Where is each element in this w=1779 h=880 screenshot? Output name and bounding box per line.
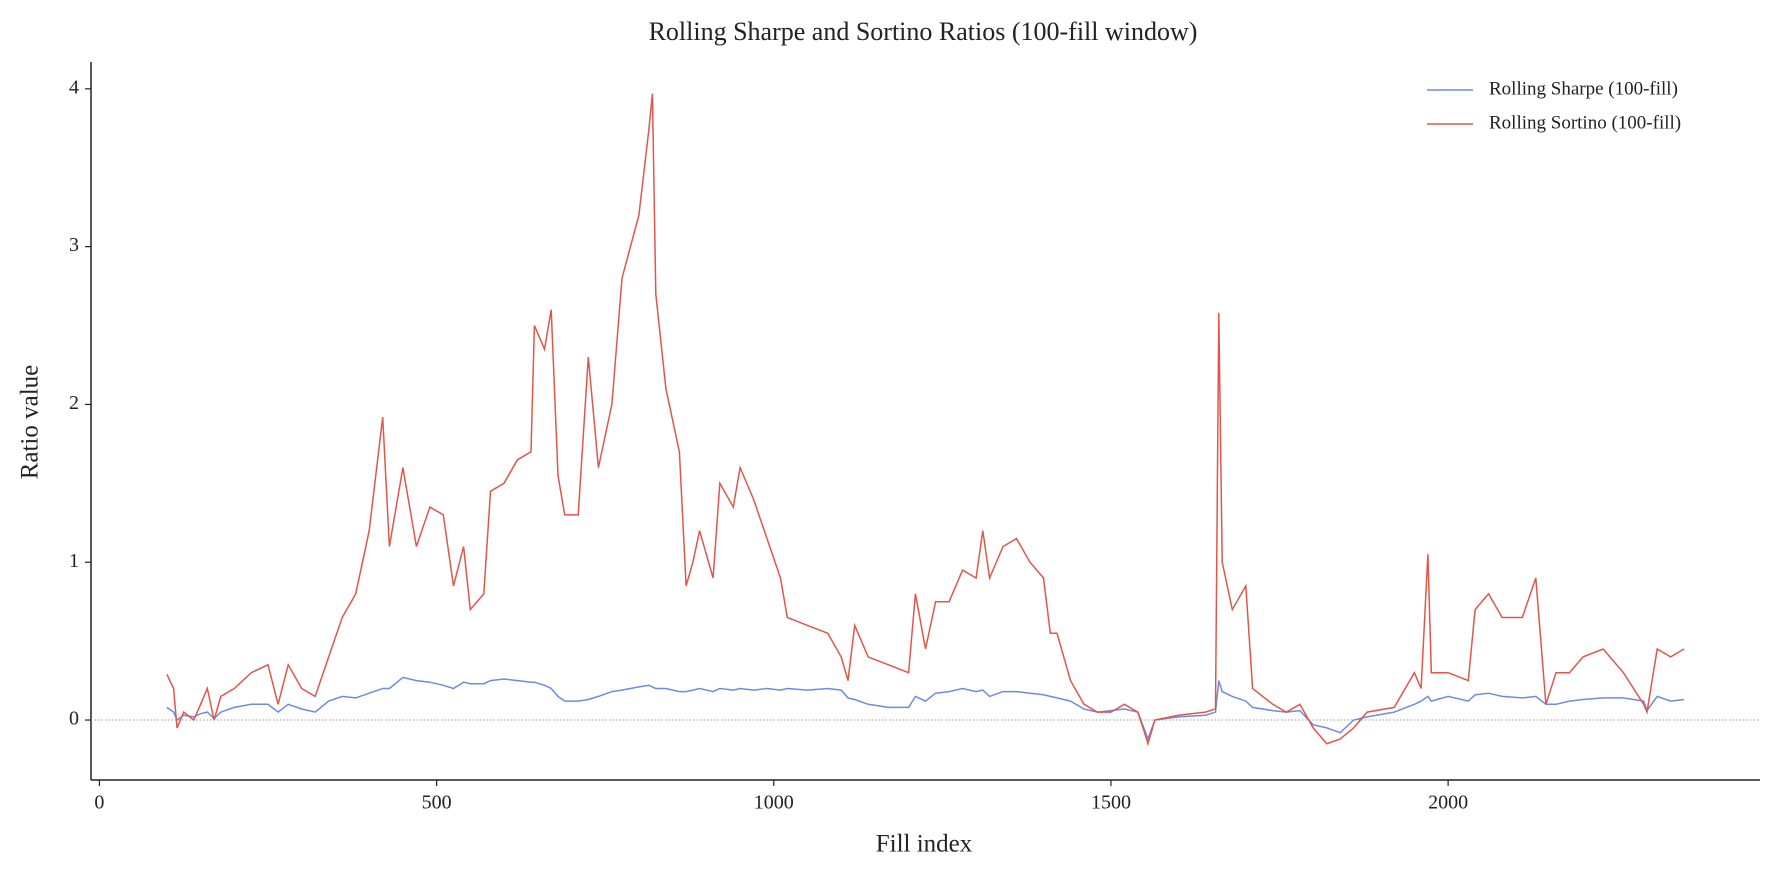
- chart-title: Rolling Sharpe and Sortino Ratios (100-f…: [649, 17, 1198, 46]
- legend-label: Rolling Sortino (100-fill): [1489, 112, 1681, 133]
- y-axis-label: Ratio value: [17, 365, 44, 480]
- series-line: [166, 93, 1685, 747]
- x-tick-label: 2000: [1428, 792, 1468, 814]
- x-tick-label: 1500: [1091, 792, 1131, 814]
- x-tick-label: 0: [94, 792, 104, 814]
- y-tick-label: 2: [69, 392, 79, 414]
- legend-label: Rolling Sharpe (100-fill): [1489, 78, 1678, 99]
- y-tick-label: 3: [69, 234, 79, 256]
- x-tick-label: 1000: [754, 792, 794, 814]
- x-tick-label: 500: [422, 792, 452, 814]
- x-axis-label: Fill index: [876, 831, 973, 858]
- series-line: [166, 676, 1685, 742]
- y-tick-label: 1: [69, 550, 79, 572]
- y-tick-label: 4: [69, 76, 79, 98]
- y-tick-label: 0: [69, 708, 79, 730]
